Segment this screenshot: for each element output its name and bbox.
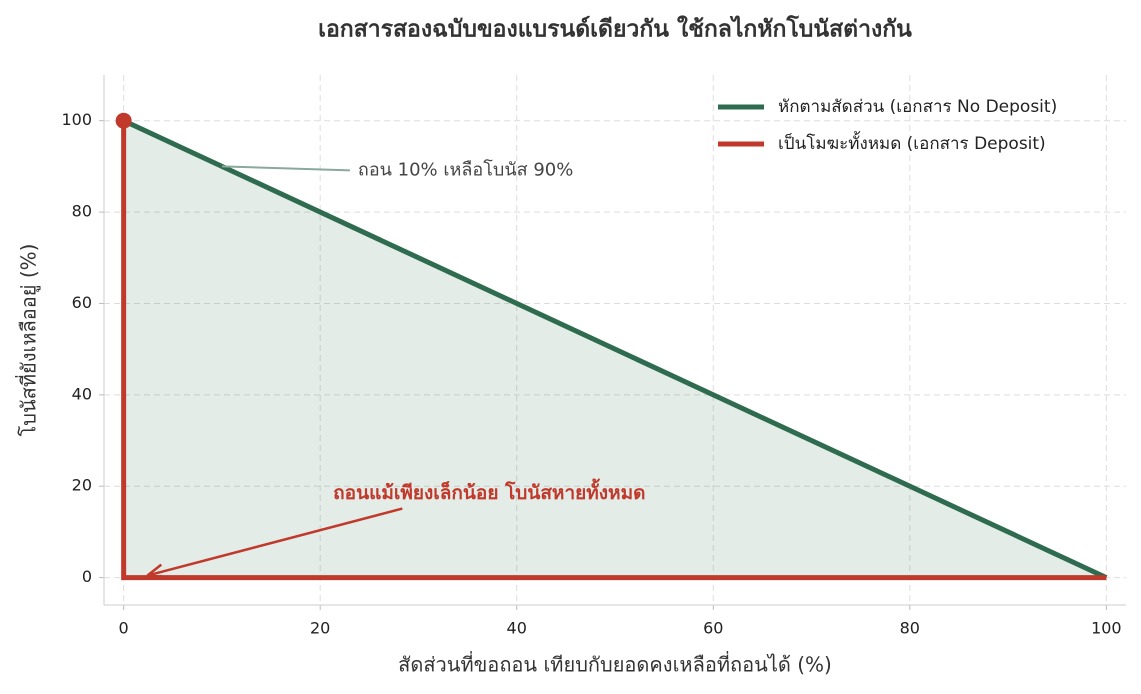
y-tick-label: 80 [72,202,92,221]
y-tick-label: 60 [72,293,92,312]
arrow-head [146,563,164,578]
x-tick-label: 60 [703,619,723,638]
x-tick-label: 0 [119,619,129,638]
y-tick-label: 40 [72,384,92,403]
y-tick-label: 20 [72,476,92,495]
chart-title: เอกสารสองฉบับของแบรนด์เดียวกัน ใช้กลไกหั… [318,15,912,43]
x-tick-label: 40 [507,619,527,638]
annotation-arrow [146,507,403,577]
y-axis-label: โบนัสที่ยังเหลืออยู่ (%) [15,244,42,437]
legend-label: เป็นโมฆะทั้งหมด (เอกสาร Deposit) [778,131,1046,154]
y-tick-label: 0 [82,567,92,586]
line [122,118,1108,580]
annotation: ถอน 10% เหลือโบนัส 90% [358,158,573,180]
line [121,120,1107,581]
y-tick-label: 100 [61,110,92,129]
point [115,112,132,129]
annotation: ถอนแม้เพียงเล็กน้อย โบนัสหายทั้งหมด [333,478,645,504]
annotation-line [221,165,350,172]
x-axis-label: สัดส่วนที่ขอถอน เทียบกับยอดคงเหลือที่ถอน… [398,651,832,677]
x-tick-label: 20 [310,619,330,638]
legend-label: หักตามสัดส่วน (เอกสาร No Deposit) [778,97,1057,117]
x-tick-label: 80 [900,619,920,638]
x-tick-label: 100 [1091,619,1122,638]
